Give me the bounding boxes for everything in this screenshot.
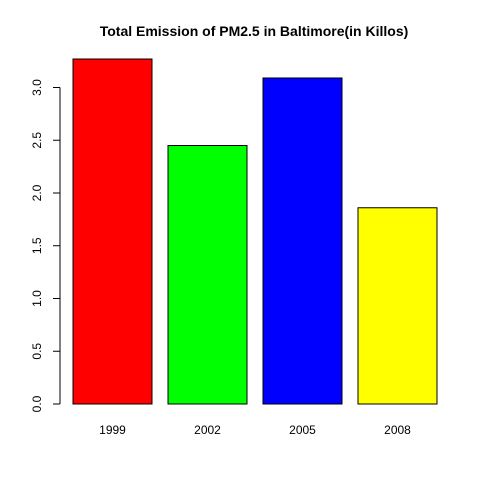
y-tick-label: 2.0 [30,184,44,201]
chart-title: Total Emission of PM2.5 in Baltimore(in … [100,23,409,39]
y-axis: 0.0 0.5 1.0 1.5 2.0 2.5 3.0 [30,79,61,412]
y-tick-label: 1.0 [30,290,44,307]
y-tick-label: 2.5 [30,132,44,149]
y-tick-label: 3.0 [30,79,44,96]
bar-2005 [262,77,343,405]
y-tick-label: 1.5 [30,237,44,254]
bar-2002 [167,145,248,405]
bars [72,58,438,405]
x-category-label: 2005 [289,423,316,437]
x-category-label: 1999 [99,423,126,437]
y-tick-label: 0.0 [30,395,44,412]
y-tick-label: 0.5 [30,343,44,360]
x-category-label: 2008 [384,423,411,437]
bar-2008 [357,207,438,405]
bar-1999 [72,58,153,405]
x-category-label: 2002 [194,423,221,437]
x-axis-labels: 1999 2002 2005 2008 [99,423,411,437]
